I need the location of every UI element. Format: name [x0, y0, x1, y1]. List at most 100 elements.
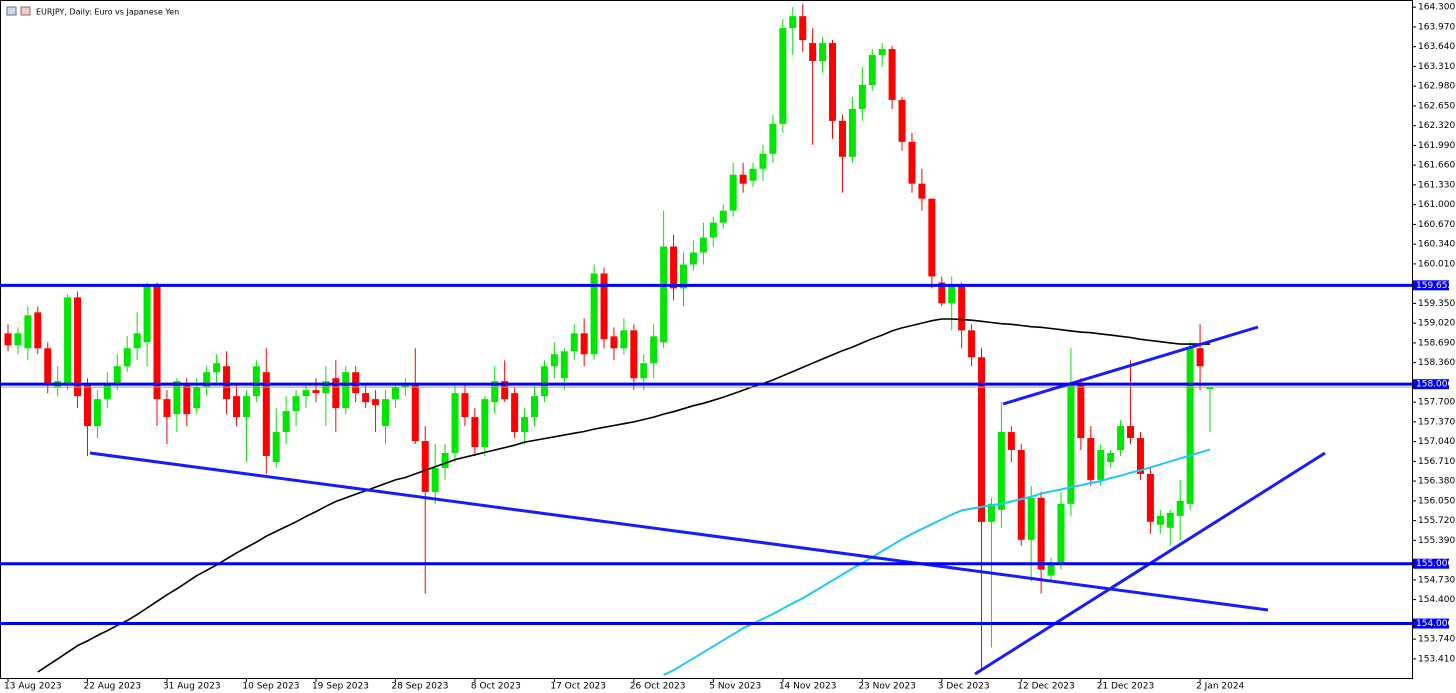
candle-body — [332, 378, 340, 409]
candle-body — [421, 441, 429, 492]
candle-body — [381, 399, 389, 427]
candle-body — [630, 330, 638, 379]
candle-body — [312, 390, 320, 394]
candle-body — [918, 183, 926, 199]
candle-body — [103, 384, 111, 400]
candle-body — [213, 363, 221, 373]
candle-body — [372, 399, 380, 406]
candle-body — [83, 384, 91, 427]
candle-body — [362, 393, 370, 403]
candle-body — [530, 396, 538, 418]
y-tick-label: 164.300 — [1418, 3, 1455, 13]
candle-body — [411, 384, 419, 442]
y-tick-label: 163.970 — [1418, 22, 1455, 32]
candle-body — [1206, 387, 1214, 389]
candle-body — [153, 285, 161, 400]
candle-body — [699, 237, 707, 253]
x-tick-label: 28 Sep 2023 — [391, 682, 448, 692]
level-tag — [1413, 558, 1449, 569]
candle-body — [759, 153, 767, 169]
candle-body — [1107, 452, 1115, 462]
candle-body — [1176, 500, 1184, 516]
y-tick-label: 157.700 — [1418, 398, 1455, 408]
x-tick-label: 19 Sep 2023 — [312, 682, 369, 692]
candle-body — [769, 123, 777, 154]
candle-body — [958, 285, 966, 331]
y-tick-label: 158.690 — [1418, 338, 1455, 348]
candle-body — [779, 28, 787, 124]
candle-body — [799, 16, 807, 41]
level-tag — [1413, 618, 1449, 629]
candle-body — [600, 273, 608, 340]
candle-body — [1097, 450, 1105, 480]
candle-body — [44, 348, 52, 385]
candle-body — [74, 297, 82, 397]
candle-body — [997, 432, 1005, 510]
candle-body — [1136, 438, 1144, 474]
x-tick-label: 5 Nov 2023 — [709, 682, 761, 692]
candle-body — [838, 120, 846, 157]
y-tick-label: 157.040 — [1418, 437, 1455, 447]
candle-body — [272, 432, 280, 462]
candle-body — [858, 84, 866, 109]
y-tick-label: 155.390 — [1418, 536, 1455, 546]
icon — [20, 6, 31, 16]
candle-body — [908, 141, 916, 184]
y-tick-label: 153.410 — [1418, 654, 1455, 664]
candle-body — [391, 387, 399, 400]
candle-body — [1186, 348, 1194, 504]
candle-body — [1196, 348, 1204, 367]
candle-body — [819, 43, 827, 62]
y-tick-label: 160.340 — [1418, 240, 1455, 250]
candle-body — [739, 174, 747, 184]
y-tick-label: 158.360 — [1418, 358, 1455, 368]
candle-body — [968, 330, 976, 358]
candle-body — [64, 297, 72, 385]
candle-body — [719, 210, 727, 223]
y-tick-label: 159.020 — [1418, 319, 1455, 329]
x-tick-label: 2 Jan 2024 — [1196, 682, 1244, 692]
candle-body — [1087, 438, 1095, 480]
trend-line — [89, 451, 1269, 612]
candle-body — [1156, 515, 1164, 525]
candle-body — [868, 55, 876, 85]
candle-body — [282, 411, 290, 433]
candle-body — [173, 381, 181, 415]
candle-body — [342, 372, 350, 409]
y-tick-label: 161.660 — [1418, 161, 1455, 171]
y-tick-label: 157.370 — [1418, 417, 1455, 427]
level-label: 155.000 — [1416, 559, 1453, 569]
y-tick-label: 163.310 — [1418, 62, 1455, 72]
candle-body — [1037, 497, 1045, 570]
candle-body — [888, 49, 896, 100]
candle-body — [1127, 426, 1135, 439]
y-tick-label: 156.380 — [1418, 477, 1455, 487]
level-label: 159.652 — [1416, 281, 1453, 291]
candle-body — [431, 467, 439, 492]
candle-body — [481, 399, 489, 448]
candle-body — [680, 264, 688, 289]
y-tick-label: 155.720 — [1418, 516, 1455, 526]
candle-body — [978, 357, 986, 522]
trend-line — [1002, 325, 1259, 406]
y-tick-label: 156.710 — [1418, 457, 1455, 467]
plot-area — [0, 4, 1412, 676]
candle-body — [1166, 512, 1174, 528]
candle-body — [501, 381, 509, 400]
level-label: 158.000 — [1416, 380, 1453, 390]
candle-body — [14, 333, 22, 346]
candle-body — [183, 384, 191, 415]
candle-body — [242, 396, 250, 418]
x-tick-label: 14 Nov 2023 — [779, 682, 837, 692]
candle-body — [451, 393, 459, 453]
candle-body — [650, 336, 658, 364]
x-tick-label: 21 Dec 2023 — [1097, 682, 1155, 692]
y-tick-label: 162.320 — [1418, 121, 1455, 131]
candle-body — [1117, 426, 1125, 451]
candle-body — [878, 49, 886, 56]
chart-title: EURJPY, Daily: Euro vs Japanese Yen — [36, 8, 179, 17]
x-tick-label: 23 Nov 2023 — [858, 682, 916, 692]
candle-body — [461, 393, 469, 418]
